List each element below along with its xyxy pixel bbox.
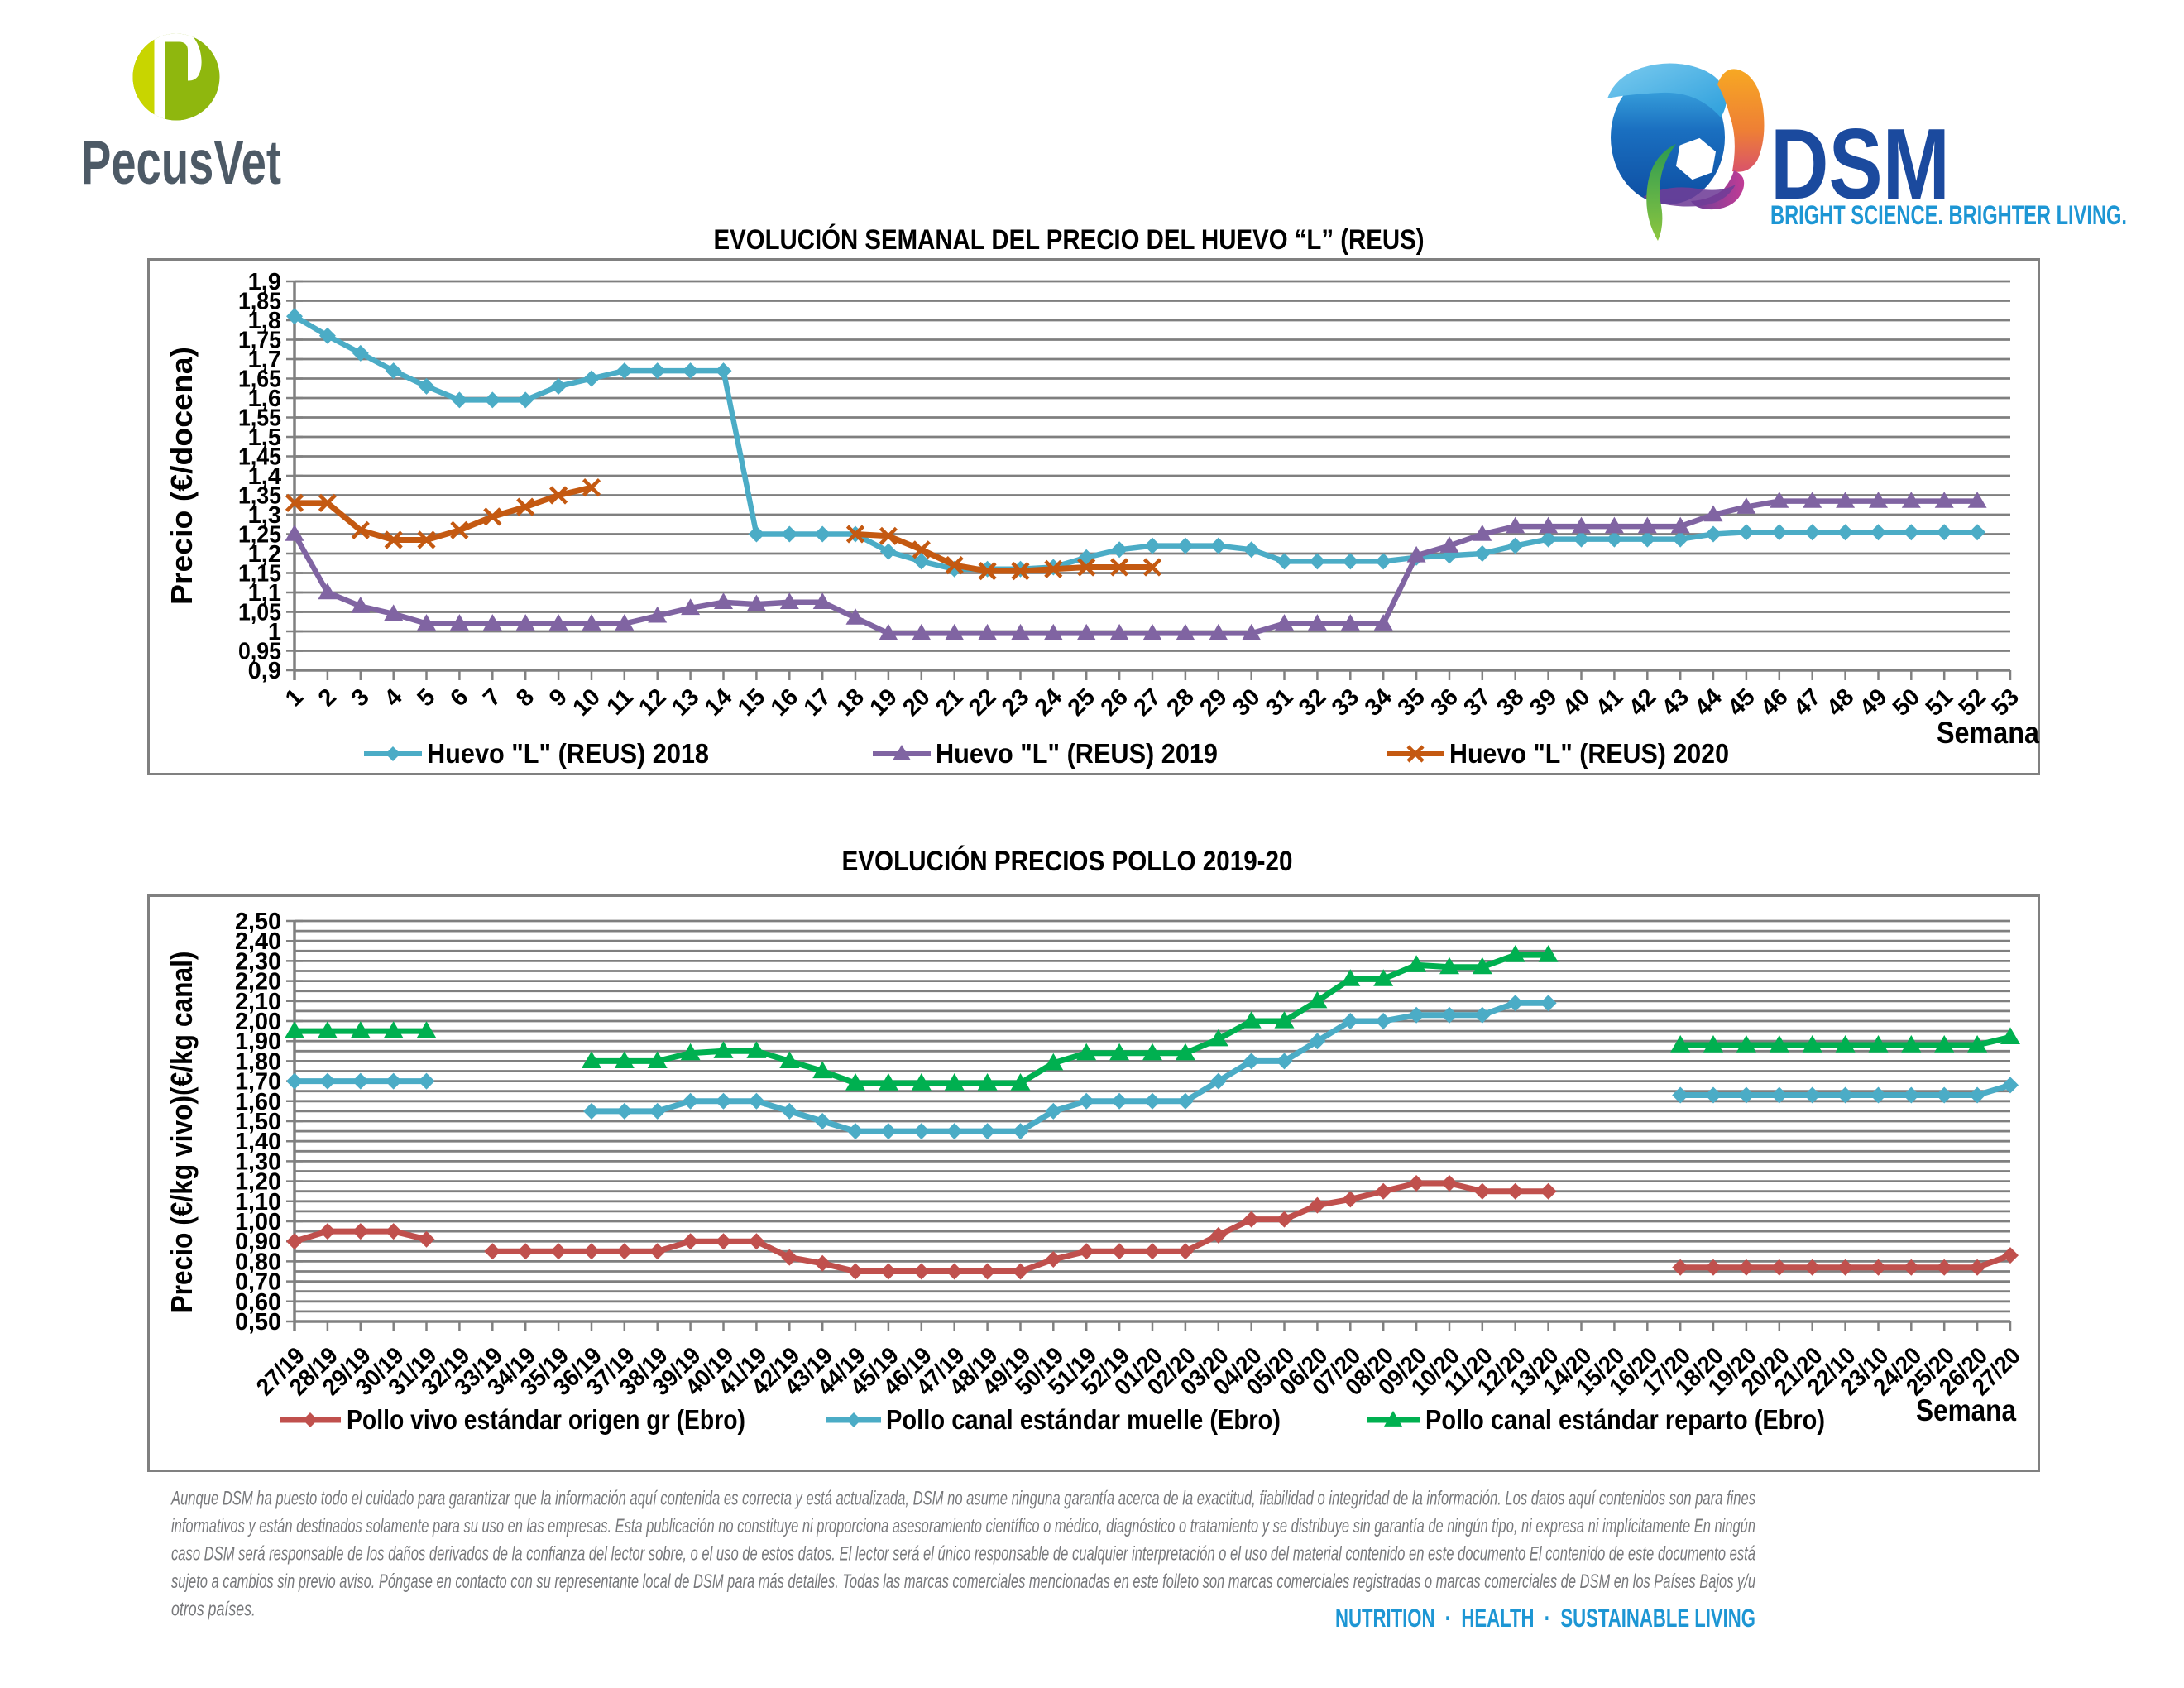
svg-text:2,40: 2,40 (235, 928, 281, 955)
svg-text:1,45: 1,45 (238, 444, 281, 471)
svg-text:1,20: 1,20 (235, 1169, 281, 1196)
svg-text:0,95: 0,95 (238, 639, 281, 665)
svg-text:2,10: 2,10 (235, 989, 281, 1015)
svg-text:Semana: Semana (1937, 716, 2039, 750)
svg-text:0,70: 0,70 (235, 1269, 281, 1296)
svg-text:1,85: 1,85 (238, 289, 281, 315)
svg-text:EVOLUCIÓN SEMANAL DEL PRECIO D: EVOLUCIÓN SEMANAL DEL PRECIO DEL HUEVO “… (714, 223, 1425, 256)
svg-text:2,30: 2,30 (235, 948, 281, 975)
svg-text:Pollo canal estándar reparto (: Pollo canal estándar reparto (Ebro) (1425, 1404, 1825, 1435)
svg-text:EVOLUCIÓN PRECIOS POLLO 2019-2: EVOLUCIÓN PRECIOS POLLO 2019-20 (842, 844, 1293, 877)
svg-text:2,50: 2,50 (235, 909, 281, 935)
svg-text:1,70: 1,70 (235, 1069, 281, 1096)
svg-text:1,7: 1,7 (248, 347, 281, 373)
svg-text:1,10: 1,10 (235, 1189, 281, 1216)
svg-text:1,30: 1,30 (235, 1149, 281, 1175)
svg-text:1,75: 1,75 (238, 328, 281, 354)
svg-text:0,50: 0,50 (235, 1309, 281, 1336)
svg-text:Aunque DSM ha puesto todo el c: Aunque DSM ha puesto todo el cuidado par… (170, 1487, 1755, 1509)
svg-text:0,90: 0,90 (235, 1229, 281, 1255)
svg-text:DSM: DSM (1770, 108, 1950, 220)
svg-text:Huevo "L" (REUS) 2018: Huevo "L" (REUS) 2018 (427, 738, 709, 769)
svg-text:caso DSM será responsable de l: caso DSM será responsable de los daños d… (171, 1542, 1755, 1565)
svg-text:BRIGHT SCIENCE. BRIGHTER LIVIN: BRIGHT SCIENCE. BRIGHTER LIVING. (1770, 200, 2127, 230)
svg-text:1,05: 1,05 (238, 600, 281, 626)
svg-text:1,2: 1,2 (248, 541, 281, 568)
svg-text:Precio (€/kg vivo)(€/kg canal): Precio (€/kg vivo)(€/kg canal) (165, 952, 199, 1313)
svg-text:PecusVet: PecusVet (81, 127, 281, 197)
svg-text:0,60: 0,60 (235, 1289, 281, 1316)
svg-text:Pollo vivo estándar origen gr: Pollo vivo estándar origen gr (Ebro) (347, 1404, 745, 1435)
svg-text:1,5: 1,5 (248, 424, 281, 451)
svg-text:1,25: 1,25 (238, 522, 281, 549)
svg-text:1,3: 1,3 (248, 502, 281, 529)
svg-text:1,80: 1,80 (235, 1048, 281, 1075)
svg-text:1,00: 1,00 (235, 1209, 281, 1235)
svg-text:informativos y están destinado: informativos y están destinados solament… (171, 1515, 1755, 1537)
svg-text:NUTRITION · HEALTH · SUSTA: NUTRITION · HEALTH · SUSTAINABLE LIVING (1335, 1603, 1755, 1633)
svg-text:0,80: 0,80 (235, 1249, 281, 1275)
svg-text:1,1: 1,1 (248, 580, 281, 607)
svg-text:1,4: 1,4 (248, 463, 281, 490)
svg-text:sujeto a cambios sin previo av: sujeto a cambios sin previo aviso. Pónga… (171, 1571, 1755, 1593)
svg-text:1,50: 1,50 (235, 1109, 281, 1135)
svg-text:Huevo "L" (REUS) 2020: Huevo "L" (REUS) 2020 (1449, 738, 1729, 769)
svg-text:1,6: 1,6 (248, 386, 281, 412)
svg-text:0,9: 0,9 (248, 658, 281, 684)
svg-text:1,40: 1,40 (235, 1129, 281, 1155)
svg-text:otros países.: otros países. (171, 1599, 256, 1621)
svg-text:1,15: 1,15 (238, 561, 281, 587)
svg-text:Pollo canal estándar muelle (E: Pollo canal estándar muelle (Ebro) (886, 1404, 1281, 1435)
svg-text:1,60: 1,60 (235, 1089, 281, 1115)
svg-text:Precio (€/docena): Precio (€/docena) (165, 347, 199, 605)
svg-text:1,9: 1,9 (248, 269, 281, 295)
svg-text:1,65: 1,65 (238, 367, 281, 393)
svg-text:Semana: Semana (1916, 1393, 2016, 1427)
svg-text:1,90: 1,90 (235, 1029, 281, 1055)
svg-text:2,00: 2,00 (235, 1009, 281, 1035)
svg-text:2,20: 2,20 (235, 969, 281, 995)
svg-text:1,8: 1,8 (248, 308, 281, 334)
svg-text:1,55: 1,55 (238, 405, 281, 432)
svg-text:Huevo "L" (REUS) 2019: Huevo "L" (REUS) 2019 (936, 738, 1218, 769)
svg-text:1: 1 (268, 619, 281, 645)
svg-text:1,35: 1,35 (238, 483, 281, 510)
